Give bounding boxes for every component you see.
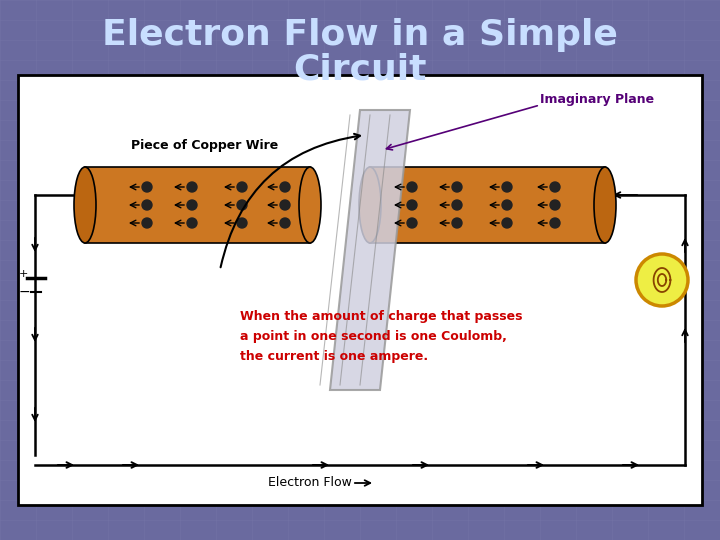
Text: +: + — [19, 269, 28, 279]
Circle shape — [142, 200, 152, 210]
Bar — [85, 167, 310, 243]
Circle shape — [636, 254, 688, 306]
Circle shape — [142, 182, 152, 192]
Ellipse shape — [74, 167, 96, 243]
Text: Piece of Copper Wire: Piece of Copper Wire — [131, 138, 279, 152]
Text: Imaginary Plane: Imaginary Plane — [540, 93, 654, 106]
Circle shape — [502, 200, 512, 210]
Ellipse shape — [594, 167, 616, 243]
Circle shape — [452, 200, 462, 210]
Circle shape — [280, 182, 290, 192]
Polygon shape — [330, 110, 410, 390]
Circle shape — [407, 182, 417, 192]
Circle shape — [187, 218, 197, 228]
Text: Electron Flow: Electron Flow — [268, 476, 352, 489]
Circle shape — [550, 182, 560, 192]
Circle shape — [452, 218, 462, 228]
Text: When the amount of charge that passes
a point in one second is one Coulomb,
the : When the amount of charge that passes a … — [240, 310, 523, 363]
Bar — [370, 167, 605, 243]
Text: Electron Flow in a Simple: Electron Flow in a Simple — [102, 18, 618, 52]
Circle shape — [187, 200, 197, 210]
Text: Circuit: Circuit — [293, 53, 427, 87]
Circle shape — [407, 218, 417, 228]
Circle shape — [142, 218, 152, 228]
Circle shape — [550, 218, 560, 228]
Bar — [18, 75, 702, 505]
Circle shape — [502, 218, 512, 228]
Circle shape — [280, 218, 290, 228]
Circle shape — [280, 200, 290, 210]
Ellipse shape — [359, 167, 381, 243]
Text: −: − — [19, 285, 31, 299]
Circle shape — [502, 182, 512, 192]
Ellipse shape — [299, 167, 321, 243]
Circle shape — [550, 200, 560, 210]
Circle shape — [187, 182, 197, 192]
Circle shape — [237, 182, 247, 192]
Circle shape — [452, 182, 462, 192]
Circle shape — [237, 200, 247, 210]
Circle shape — [237, 218, 247, 228]
Circle shape — [407, 200, 417, 210]
